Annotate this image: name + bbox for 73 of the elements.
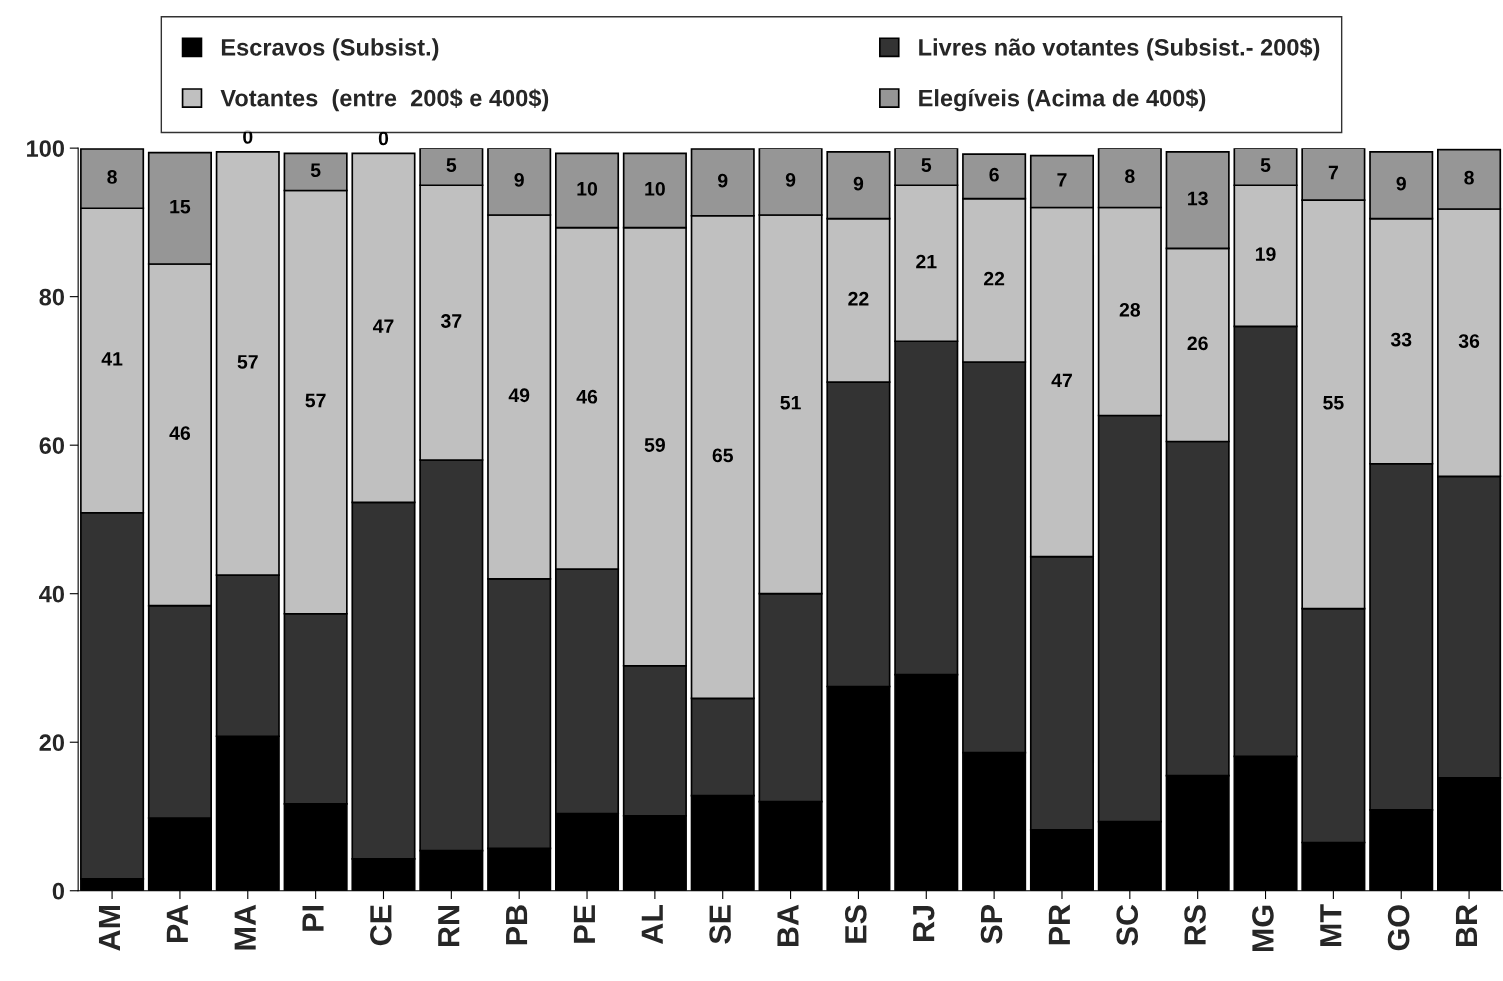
x-tick-label: AL [641,904,663,944]
y-tick-label: 80 [39,288,64,306]
data-label: 36 [1458,334,1480,348]
x-tick-label: SE [709,905,731,944]
x-tick-label: BA [777,904,799,947]
x-tick-label: RJ [913,906,935,941]
data-label: 7 [1328,165,1338,180]
data-label: 10 [577,181,598,196]
y-tick-label: 0 [52,882,64,900]
y-tick-label: 40 [39,585,64,603]
x-tick-label: GO [1387,905,1410,951]
x-tick-label: CE [370,905,392,946]
x-tick-label: MG [1252,905,1274,952]
x-tick-label: BR [1455,904,1477,947]
x-tick-label: SC [1116,904,1139,946]
data-label: 41 [101,352,123,366]
data-label: 59 [644,438,665,452]
data-label: 65 [712,448,733,463]
data-label: 22 [983,271,1005,286]
x-tick-label: PR [1048,904,1070,945]
data-label: 47 [1051,373,1072,388]
x-tick-label: RN [438,906,460,947]
data-label: 5 [1260,158,1271,172]
data-label: 9 [718,173,728,188]
data-label: 37 [440,314,462,328]
x-tick-label: MA [234,904,256,950]
data-label: 6 [989,167,999,182]
data-label: 9 [514,173,524,187]
legend-label: Votantes (entre 200$ e 400$) [220,88,549,112]
data-label: 8 [1464,170,1474,185]
data-label: 51 [780,395,801,410]
data-label: 10 [645,181,665,196]
data-label: 8 [1125,169,1135,184]
data-label: 0 [243,130,253,144]
legend-label: Elegíveis (Acima de 400$) [919,88,1206,112]
x-tick-label: ES [844,905,867,943]
data-label: 57 [305,393,326,408]
y-tick-label: 100 [27,140,64,157]
data-label: 5 [310,163,321,178]
x-tick-label: AM [98,905,120,951]
x-tick-label: PE [573,905,595,943]
y-tick-label: 60 [39,437,64,454]
data-label: 22 [848,291,869,306]
x-tick-label: PA [166,904,188,943]
data-label: 7 [1057,173,1067,187]
data-label: 26 [1187,336,1208,351]
data-label: 57 [237,355,258,369]
x-tick-label: SP [980,904,1003,944]
data-label: 0 [378,131,389,146]
data-label: 9 [1396,176,1406,191]
x-tick-label: MT [1320,904,1342,947]
data-label: 19 [1255,247,1276,262]
x-tick-label: RS [1184,905,1206,945]
data-label: 5 [446,158,457,172]
legend-label: Livres não votantes (Subsist.- 200$) [919,37,1320,61]
data-label: 55 [1323,395,1344,410]
legend-label: Escravos (Subsist.) [221,38,439,61]
data-label: 47 [372,319,394,333]
data-label: 9 [785,173,796,187]
y-tick-label: 20 [39,734,64,752]
data-label: 8 [107,170,117,184]
data-label: 5 [921,158,932,172]
data-label: 46 [576,389,598,404]
data-label: 13 [1188,191,1208,206]
data-label: 49 [508,388,530,403]
data-label: 46 [169,426,191,440]
x-tick-label: PI [302,905,324,931]
data-label: 15 [170,199,191,214]
data-label: 21 [916,254,937,269]
data-label: 28 [1119,302,1141,317]
data-label: 9 [853,176,864,191]
data-label: 33 [1390,332,1412,347]
x-tick-label: PB [506,905,528,945]
